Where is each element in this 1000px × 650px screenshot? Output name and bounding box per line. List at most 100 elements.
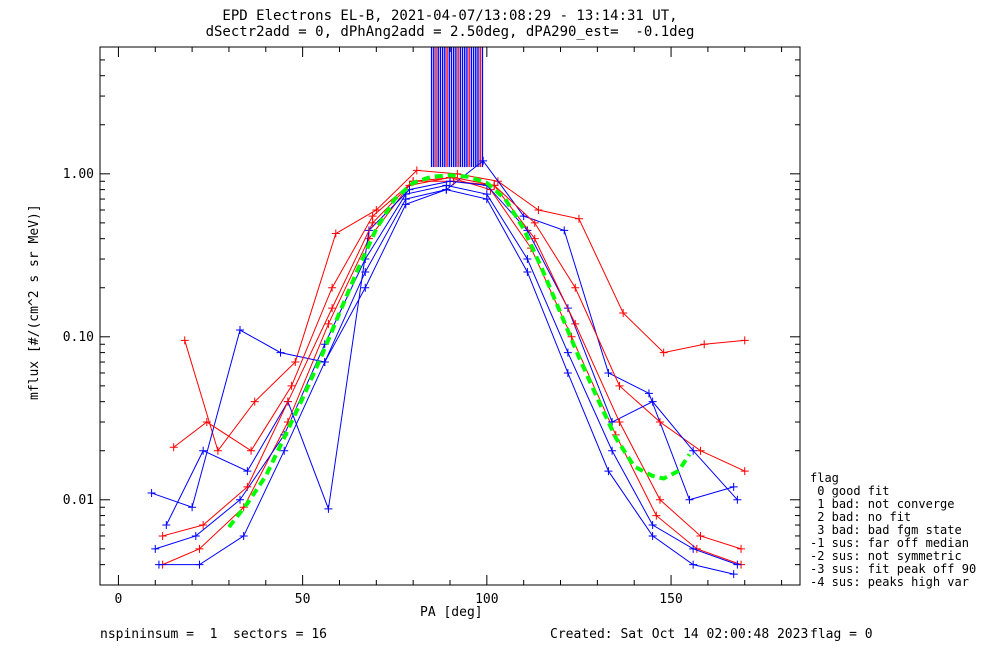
data-point: [158, 531, 167, 540]
data-point: [567, 332, 576, 341]
data-point: [287, 381, 296, 390]
data-point: [700, 340, 709, 349]
legend-item: -2 sus: not symmetric: [810, 549, 962, 563]
data-point: [162, 521, 171, 530]
data-point: [615, 418, 624, 427]
data-point: [442, 185, 451, 194]
data-point: [324, 504, 333, 513]
data-point: [412, 166, 421, 175]
data-point: [733, 495, 742, 504]
fit-curve: [227, 173, 692, 529]
data-point: [213, 446, 222, 455]
data-point: [615, 381, 624, 390]
data-point: [685, 495, 694, 504]
legend-item: 1 bad: not converge: [810, 497, 955, 511]
data-point: [169, 443, 178, 452]
data-point: [534, 205, 543, 214]
data-point: [180, 336, 189, 345]
data-point: [283, 397, 292, 406]
legend: flag 0 good fit 1 bad: not converge 2 ba…: [810, 472, 976, 589]
data-point: [696, 531, 705, 540]
data-point: [740, 467, 749, 476]
data-point: [280, 446, 289, 455]
data-point: [560, 226, 569, 235]
series-line-7: [162, 176, 742, 550]
data-point: [519, 212, 528, 221]
x-tick-label: 100: [475, 592, 498, 607]
data-point: [530, 234, 539, 243]
data-point: [648, 531, 657, 540]
data-point: [656, 495, 664, 504]
data-point: [571, 319, 580, 328]
legend-item: -3 sus: fit peak off 90: [810, 562, 977, 576]
data-point: [563, 348, 572, 357]
data-point: [737, 544, 746, 553]
data-point: [199, 446, 208, 455]
x-axis-label: PA [deg]: [420, 605, 483, 620]
data-point: [689, 544, 698, 553]
axes-frame: [99, 46, 801, 586]
data-point: [689, 446, 698, 455]
data-point: [696, 446, 705, 455]
x-tick-label: 0: [115, 592, 123, 607]
data-point: [608, 418, 617, 427]
y-tick-label: 0.10: [63, 330, 94, 345]
data-point: [199, 521, 208, 530]
data-point: [195, 560, 204, 569]
data-point: [236, 326, 244, 335]
data-point: [689, 560, 698, 569]
data-point: [147, 489, 156, 498]
data-point: [729, 482, 738, 491]
data-point: [401, 200, 410, 209]
data-point: [328, 283, 337, 292]
data-point: [368, 218, 377, 227]
data-point: [604, 368, 613, 377]
data-point: [729, 570, 738, 579]
series-line-3: [151, 160, 734, 508]
data-point: [619, 308, 628, 317]
created-timestamp: Created: Sat Oct 14 02:00:48 2023: [550, 627, 809, 642]
data-point: [659, 348, 668, 357]
data-point: [740, 336, 749, 345]
legend-item: 0 good fit: [810, 484, 890, 498]
data-point: [648, 521, 657, 530]
footer-info: nspininsum = 1 sectors = 16: [100, 627, 327, 642]
data-point: [652, 511, 661, 520]
data-point: [446, 177, 454, 186]
series-line-2: [184, 169, 745, 452]
y-tick-label: 1.00: [63, 167, 94, 182]
data-point: [530, 218, 539, 227]
legend-item: 3 bad: bad fgm state: [810, 523, 962, 537]
plot-area: [147, 47, 749, 579]
data-point: [328, 304, 337, 313]
data-point: [276, 348, 285, 357]
legend-item: 2 bad: no fit: [810, 510, 912, 524]
data-point: [644, 389, 653, 398]
data-point: [648, 397, 657, 406]
data-point: [361, 283, 370, 292]
legend-item: -4 sus: peaks high var: [810, 575, 969, 589]
series-line-4: [173, 180, 745, 472]
legend-title: flag: [810, 471, 839, 485]
flag-status: flag = 0: [810, 627, 873, 642]
data-point: [563, 368, 572, 377]
data-point: [571, 283, 580, 292]
data-point: [479, 156, 488, 165]
y-tick-label: 0.01: [63, 493, 94, 508]
chart-title-line-2: dSectr2add = 0, dPhAng2add = 2.50deg, dP…: [205, 24, 695, 40]
data-point: [195, 544, 204, 553]
data-point: [523, 255, 532, 264]
chart-title-line-1: EPD Electrons EL-B, 2021-04-07/13:08:29 …: [222, 8, 678, 24]
data-point: [608, 446, 617, 455]
data-point: [574, 214, 583, 223]
data-point: [733, 560, 742, 569]
x-tick-label: 50: [295, 592, 311, 607]
legend-item: -1 sus: far off median: [810, 536, 969, 550]
data-point: [523, 267, 532, 276]
data-point: [368, 212, 377, 221]
data-point: [331, 229, 340, 238]
data-point: [324, 319, 333, 328]
data-point: [236, 495, 244, 504]
data-point: [151, 544, 160, 553]
